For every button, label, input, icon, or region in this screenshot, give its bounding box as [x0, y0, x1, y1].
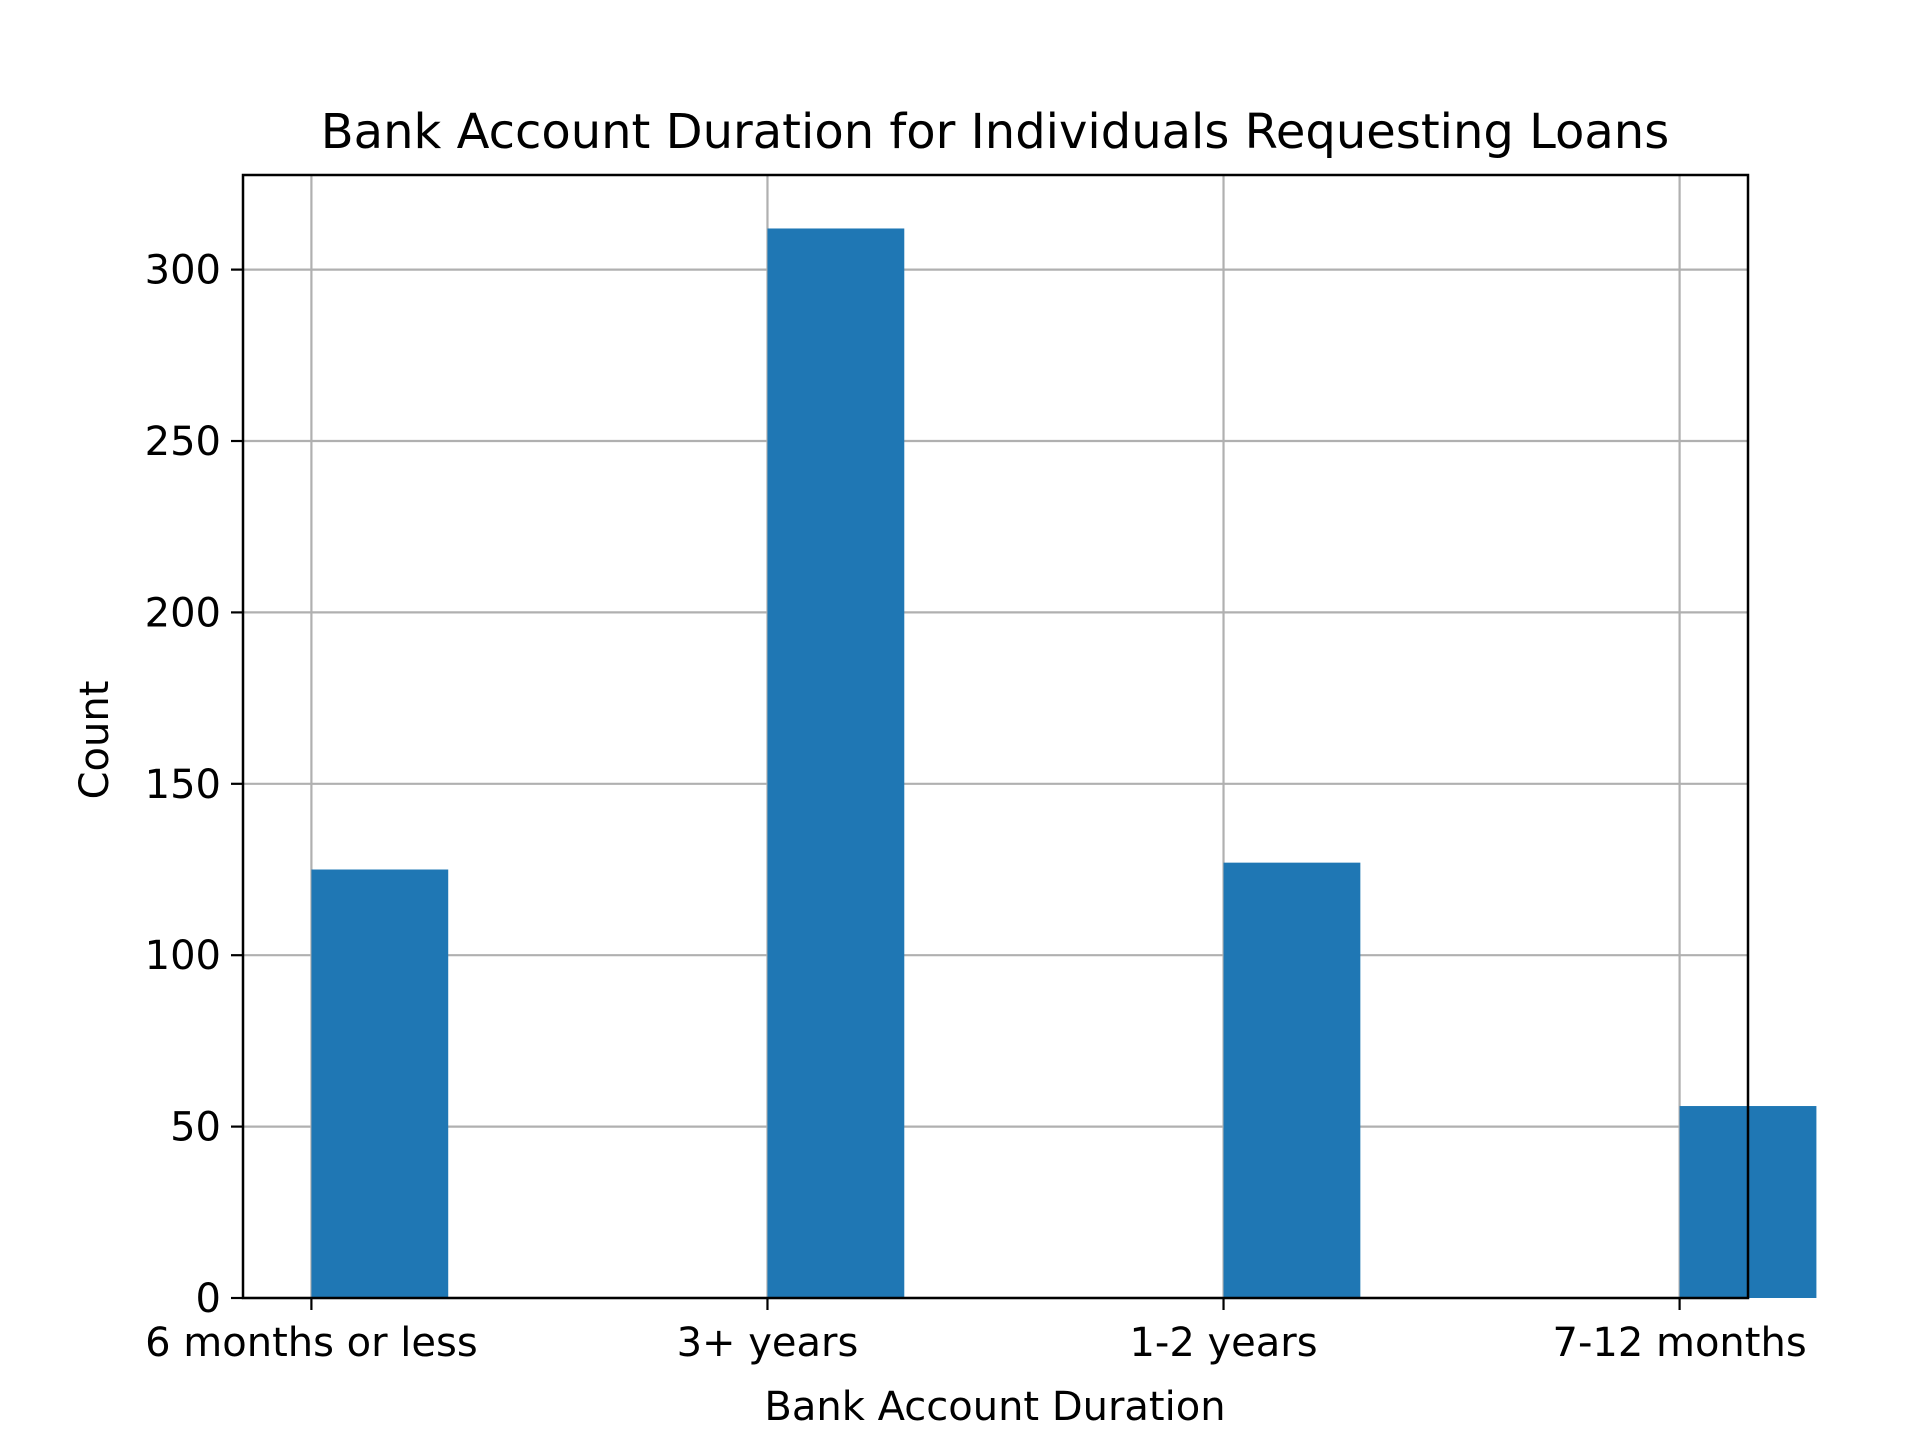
- bars: [311, 228, 1817, 1298]
- bar-1: [767, 228, 905, 1298]
- bar-2: [1223, 862, 1361, 1298]
- y-tick-label-2: 100: [145, 933, 221, 979]
- y-tick-label-5: 250: [145, 419, 221, 465]
- x-tick-label-1: 3+ years: [677, 1320, 859, 1366]
- y-tick-label-6: 300: [145, 248, 221, 294]
- y-axis-label: Count: [72, 681, 118, 800]
- y-tick-label-1: 50: [170, 1105, 221, 1151]
- x-tick-label-2: 1-2 years: [1129, 1320, 1317, 1366]
- x-tick-label-3: 7-12 months: [1553, 1320, 1807, 1366]
- chart-title: Bank Account Duration for Individuals Re…: [321, 104, 1669, 160]
- y-tick-label-3: 150: [145, 762, 221, 808]
- bar-0: [311, 869, 449, 1298]
- axis-ticks: 0 50 100 150 200 250 300 6 months or less 3+ yea…: [145, 248, 1807, 1366]
- x-tick-label-0: 6 months or less: [145, 1320, 478, 1366]
- y-tick-label-0: 0: [196, 1276, 221, 1322]
- plot-frame: [241, 173, 1750, 1300]
- x-axis-label: Bank Account Duration: [764, 1384, 1225, 1430]
- y-tick-label-4: 200: [145, 590, 221, 636]
